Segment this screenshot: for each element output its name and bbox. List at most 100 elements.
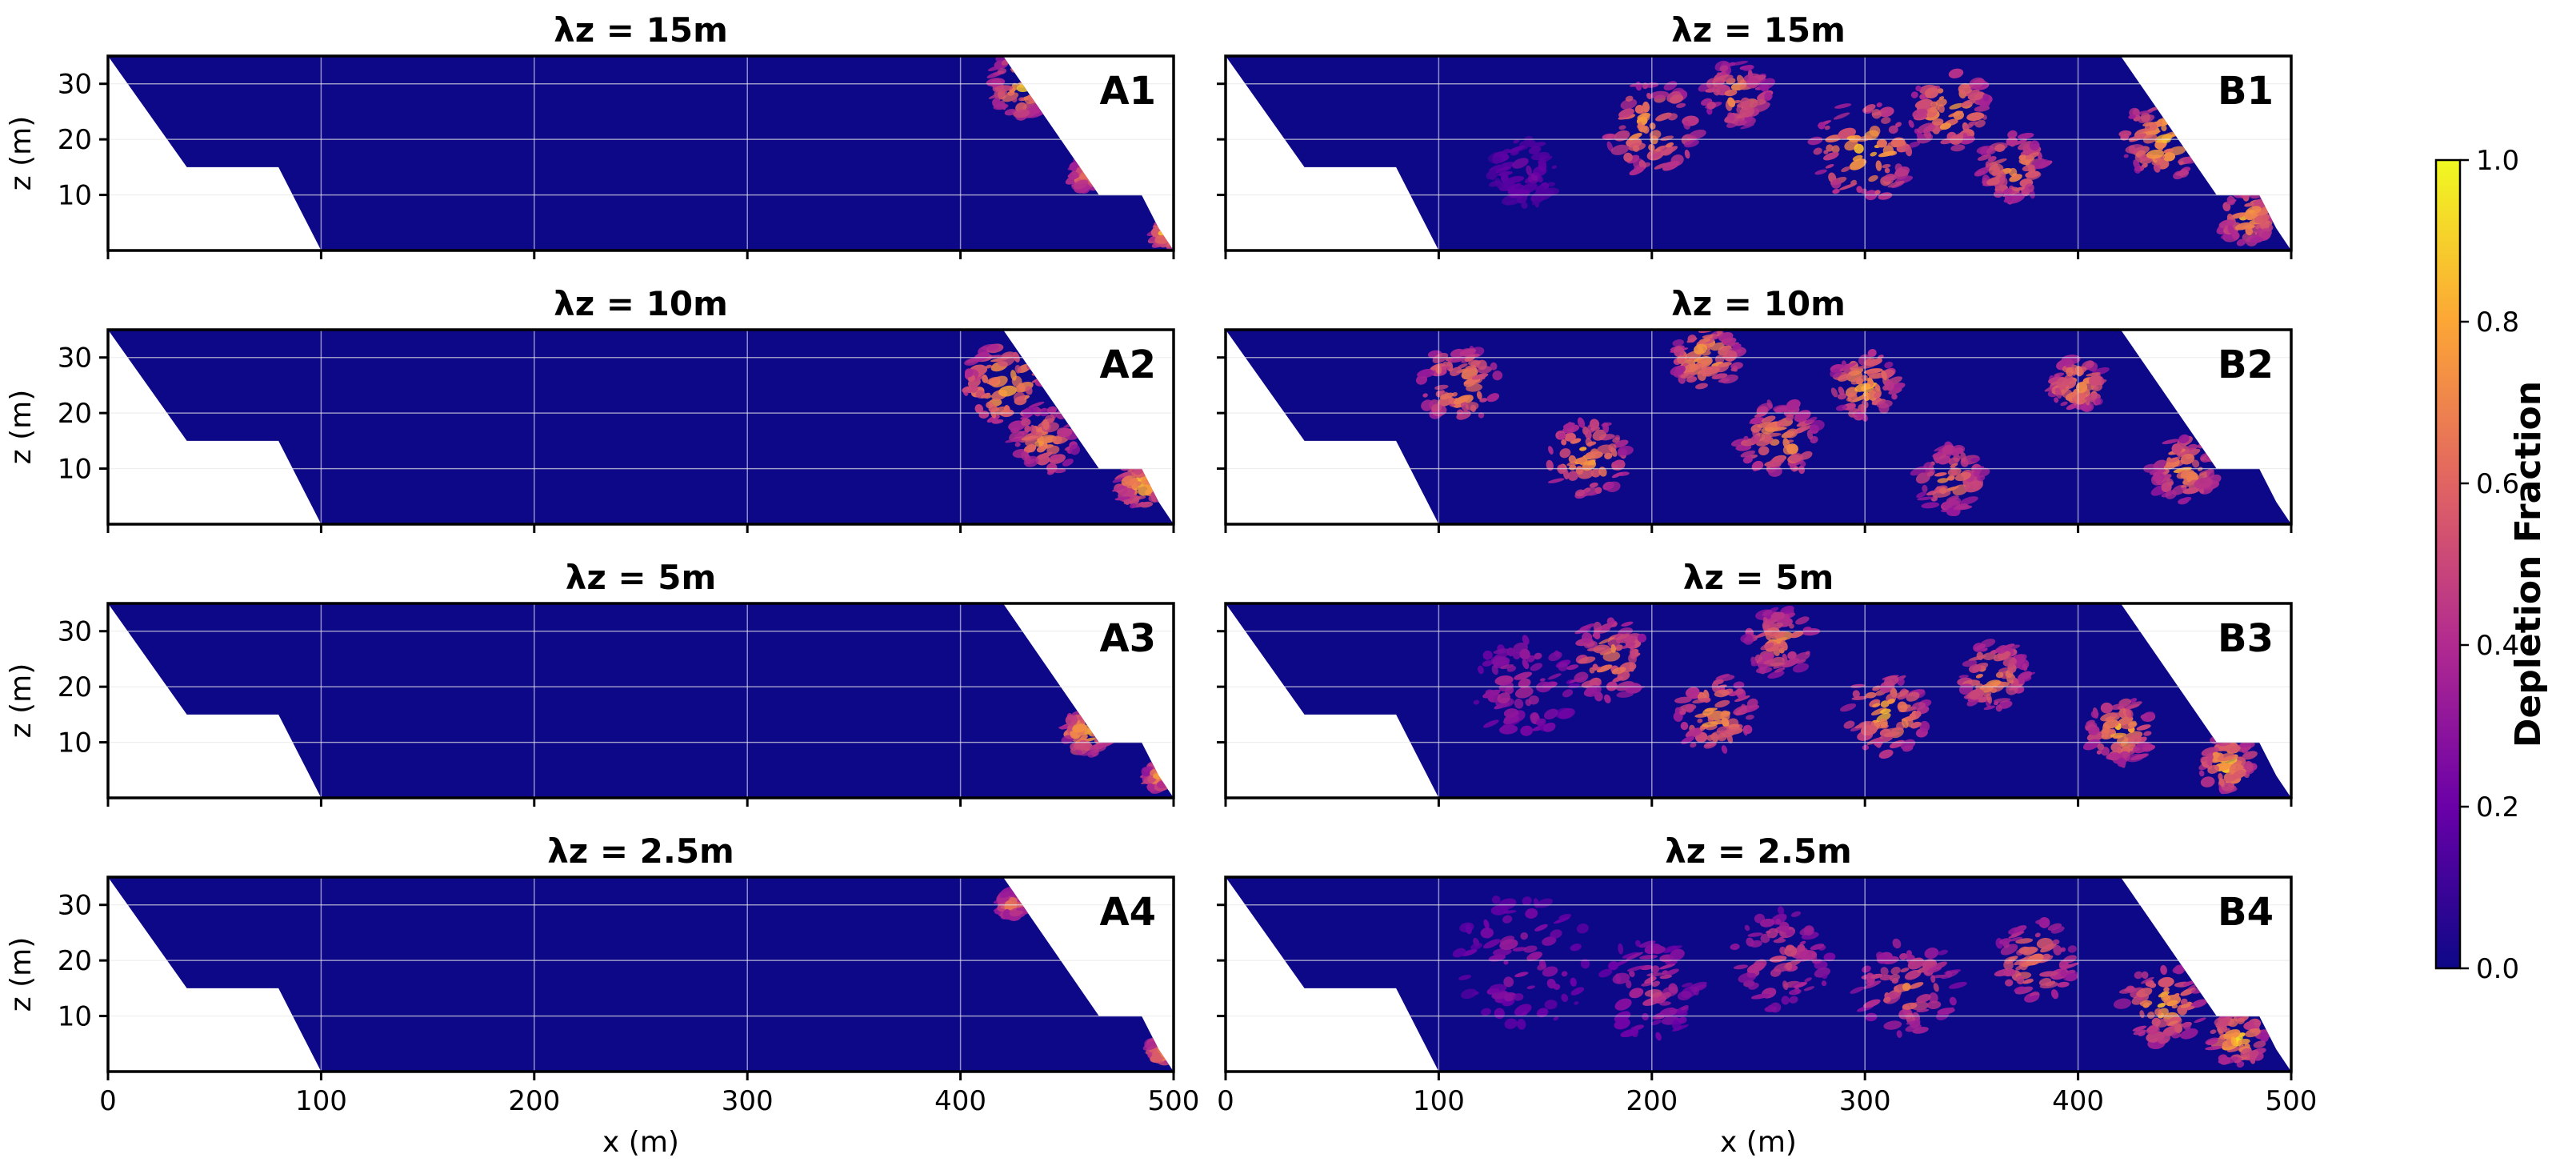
depletion-zone xyxy=(1840,675,1932,759)
depletion-cell xyxy=(2142,134,2158,144)
depletion-cell xyxy=(1586,441,1597,447)
depletion-cell xyxy=(1792,663,1810,673)
depletion-cell xyxy=(2189,144,2198,151)
depletion-cell xyxy=(2100,702,2113,714)
depletion-cell xyxy=(1966,112,1985,122)
grid xyxy=(108,56,1174,250)
depletion-cell xyxy=(1121,475,1137,487)
depletion-cell xyxy=(2074,370,2081,375)
depletion-cell xyxy=(1683,139,1699,148)
depletion-cell xyxy=(2222,202,2231,212)
depletion-cell xyxy=(1748,983,1759,990)
depletion-cell xyxy=(1160,773,1167,777)
depletion-cell xyxy=(2171,443,2182,455)
depletion-cell xyxy=(2232,769,2246,779)
depletion-cell xyxy=(1114,496,1131,501)
depletion-cell xyxy=(1762,609,1772,617)
depletion-cell xyxy=(1071,164,1078,172)
depletion-cell xyxy=(1027,72,1034,82)
panel-label: B2 xyxy=(2218,343,2274,387)
depletion-cell xyxy=(1023,455,1039,467)
depletion-cell xyxy=(1086,158,1097,163)
depletion-cell xyxy=(1602,651,1621,662)
depletion-cell xyxy=(1596,680,1602,685)
depletion-cell xyxy=(1050,90,1061,98)
panel-label: A3 xyxy=(1099,616,1156,661)
grid xyxy=(108,330,1174,524)
depletion-cell xyxy=(1576,924,1589,934)
depletion-cell xyxy=(1592,663,1598,671)
depletion-cell xyxy=(1711,362,1723,367)
depletion-cell xyxy=(1026,56,1042,58)
depletion-cell xyxy=(1558,662,1568,671)
depletion-cell xyxy=(1641,981,1654,987)
depletion-cell xyxy=(1021,418,1031,427)
depletion-cell xyxy=(1896,677,1905,686)
depletion-cell xyxy=(1979,683,1994,693)
depletion-cell xyxy=(1015,56,1022,60)
colorbar-tick-label: 0.4 xyxy=(2476,630,2519,662)
depletion-cell xyxy=(1020,69,1034,75)
depletion-cell xyxy=(2133,1029,2146,1036)
depletion-cell xyxy=(1751,460,1764,471)
depletion-cell xyxy=(1865,691,1877,699)
depletion-cell xyxy=(1805,416,1818,424)
depletion-cell xyxy=(1684,149,1690,159)
depletion-cell xyxy=(1986,147,1996,155)
depletion-cell xyxy=(1644,989,1662,997)
depletion-cell xyxy=(1887,180,1905,188)
depletion-cell xyxy=(1530,952,1542,959)
depletion-cell xyxy=(2129,698,2138,703)
depletion-cell xyxy=(1100,729,1116,740)
depletion-cell xyxy=(1926,471,1934,477)
depletion-cell xyxy=(1878,192,1893,200)
depletion-cell xyxy=(1677,991,1692,1001)
depletion-cell xyxy=(1821,980,1827,987)
depletion-cell xyxy=(1868,174,1878,182)
depletion-zone xyxy=(993,886,1035,921)
depletion-cell xyxy=(1170,232,1174,242)
depletion-cell xyxy=(1415,375,1428,385)
depletion-cell xyxy=(1789,996,1798,1004)
depletion-cell xyxy=(997,68,1007,74)
depletion-cell xyxy=(2024,183,2034,193)
depletion-cell xyxy=(1537,898,1553,908)
axes-frame xyxy=(106,876,1175,1073)
depletion-cell xyxy=(1048,89,1058,98)
depletion-cell xyxy=(1028,401,1045,408)
depletion-cell xyxy=(1890,966,1901,975)
depletion-cell xyxy=(2187,443,2198,450)
depletion-cell xyxy=(1930,106,1940,113)
depletion-cell xyxy=(2191,459,2200,468)
depletion-cell xyxy=(1548,651,1562,662)
depletion-cell xyxy=(1504,1018,1518,1029)
depletion-cell xyxy=(991,419,1004,424)
depletion-cell xyxy=(1977,154,1992,161)
x-tick-label: 100 xyxy=(1413,1085,1465,1117)
x-tick-label: 400 xyxy=(934,1085,986,1117)
depletion-cell xyxy=(1046,406,1058,414)
depletion-cell xyxy=(1167,1037,1174,1047)
depletion-cell xyxy=(2217,752,2235,762)
depletion-cell xyxy=(2162,994,2171,1001)
depletion-cell xyxy=(1975,673,1984,679)
depletion-cell xyxy=(1103,721,1115,728)
depletion-cell xyxy=(1778,936,1784,941)
depletion-cell xyxy=(1457,363,1468,369)
depletion-cell xyxy=(1825,164,1834,169)
depletion-cell xyxy=(1503,976,1514,988)
depletion-cell xyxy=(1838,387,1845,395)
axes-frame xyxy=(106,328,1175,526)
depletion-cell xyxy=(1514,972,1529,978)
depletion-cell xyxy=(1567,471,1579,481)
depletion-cell xyxy=(1870,973,1883,980)
depletion-cell xyxy=(1948,68,1964,78)
depletion-cell xyxy=(1852,690,1860,699)
depletion-cell xyxy=(1669,94,1684,104)
depletion-cell xyxy=(1910,91,1918,98)
depletion-cell xyxy=(1802,626,1812,632)
depletion-cell xyxy=(1642,101,1650,113)
panel-label: A2 xyxy=(1099,343,1156,387)
depletion-cell xyxy=(2014,986,2025,992)
depletion-cell xyxy=(1685,687,1700,699)
